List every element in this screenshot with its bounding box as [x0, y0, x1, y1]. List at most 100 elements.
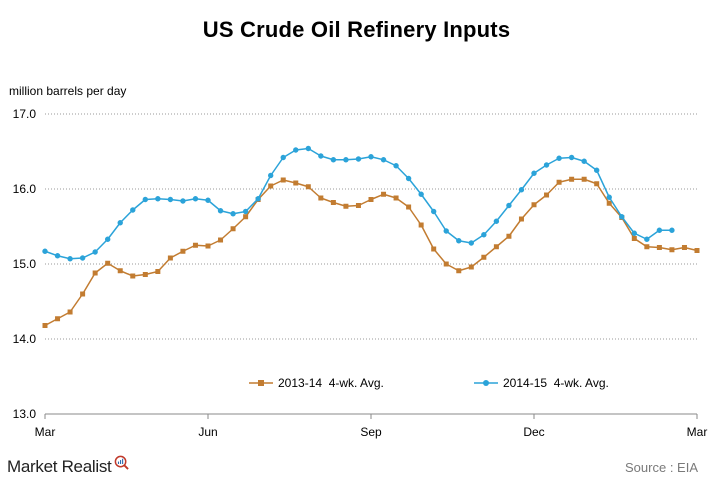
x-tick-label: Sep: [360, 425, 382, 439]
data-point-square: [581, 176, 587, 182]
data-point-circle: [104, 236, 111, 242]
data-point-square: [506, 233, 512, 239]
data-point-circle: [293, 147, 299, 153]
data-point-square: [167, 255, 173, 261]
y-tick-label: 13.0: [13, 407, 37, 421]
data-point-circle: [493, 218, 500, 224]
data-point-circle: [167, 196, 174, 203]
data-point-square: [142, 272, 148, 277]
data-point-circle: [79, 255, 86, 261]
data-point-circle: [581, 158, 587, 164]
data-point-square: [468, 264, 474, 270]
data-point-circle: [543, 162, 550, 168]
data-point-square: [92, 270, 98, 276]
data-point-square: [280, 177, 286, 183]
data-point-square: [694, 248, 700, 253]
data-point-circle: [130, 207, 136, 213]
data-point-circle: [430, 208, 437, 215]
data-point-square: [669, 247, 675, 253]
data-point-circle: [92, 249, 98, 255]
data-point-square: [180, 248, 186, 254]
data-point-circle: [318, 153, 324, 159]
data-point-square: [330, 200, 336, 205]
data-point-square: [531, 202, 537, 208]
data-point-circle: [242, 208, 249, 215]
data-point-square: [268, 183, 274, 189]
data-point-circle: [280, 154, 286, 161]
data-point-square: [243, 214, 249, 220]
data-point-circle: [669, 227, 675, 233]
data-point-circle: [117, 220, 123, 226]
data-point-circle: [380, 157, 387, 163]
data-point-circle: [305, 145, 312, 152]
data-point-circle: [255, 196, 261, 202]
data-point-circle: [180, 198, 186, 204]
data-point-circle: [330, 157, 337, 163]
data-point-square: [569, 176, 575, 182]
data-point-circle: [593, 167, 600, 173]
data-point-circle: [42, 248, 48, 254]
data-point-circle: [355, 156, 362, 162]
data-point-circle: [506, 202, 512, 209]
data-point-square: [105, 260, 111, 266]
data-point-circle: [393, 163, 399, 169]
data-point-circle: [456, 238, 462, 244]
data-point-circle: [556, 155, 562, 161]
data-point-square: [406, 204, 412, 210]
data-point-square: [117, 268, 123, 274]
data-point-circle: [468, 240, 475, 246]
data-point-square: [644, 244, 650, 250]
data-point-circle: [518, 187, 525, 193]
data-point-circle: [343, 157, 349, 163]
data-point-square: [544, 192, 550, 198]
data-point-square: [381, 191, 387, 197]
legend-entry-label: 2013-14 4-wk. Avg.: [278, 376, 384, 390]
legend-marker-circle: [483, 380, 489, 386]
data-point-square: [681, 245, 687, 250]
data-point-square: [368, 197, 374, 202]
data-point-square: [493, 244, 499, 250]
data-point-circle: [405, 175, 412, 182]
data-point-square: [205, 243, 211, 249]
data-point-square: [556, 179, 562, 185]
data-point-circle: [418, 191, 424, 197]
magnifier-logo-icon: [115, 455, 130, 470]
data-point-square: [192, 242, 198, 248]
data-point-square: [518, 216, 524, 222]
data-point-square: [318, 195, 324, 201]
data-point-square: [293, 180, 299, 186]
chart-title: US Crude Oil Refinery Inputs: [202, 17, 511, 42]
brand-name: Market Realist: [7, 457, 112, 476]
data-point-square: [481, 254, 487, 260]
data-point-square: [343, 203, 349, 209]
data-point-square: [230, 226, 236, 232]
data-point-circle: [481, 232, 487, 238]
legend-entry-label: 2014-15 4-wk. Avg.: [503, 376, 609, 390]
data-point-circle: [631, 230, 638, 236]
data-point-square: [456, 268, 462, 274]
data-point-square: [130, 273, 136, 279]
y-tick-label: 17.0: [13, 107, 37, 121]
source-note: Source : EIA: [625, 460, 698, 475]
data-point-square: [305, 184, 311, 190]
x-tick-label: Mar: [687, 425, 708, 439]
y-tick-label: 15.0: [13, 257, 37, 271]
y-tick-label: 14.0: [13, 332, 37, 346]
data-point-circle: [531, 170, 537, 176]
data-point-square: [594, 181, 600, 187]
data-point-circle: [443, 228, 449, 234]
data-point-circle: [619, 214, 625, 220]
x-tick-label: Mar: [35, 425, 56, 439]
data-point-circle: [644, 236, 650, 242]
data-point-circle: [267, 172, 274, 179]
data-point-circle: [230, 211, 236, 217]
brand-logo: Market Realist: [7, 455, 130, 477]
data-point-square: [606, 200, 612, 206]
data-point-square: [55, 316, 61, 322]
data-point-circle: [606, 194, 612, 200]
data-point-circle: [192, 196, 199, 202]
data-point-circle: [368, 154, 374, 160]
data-point-circle: [656, 227, 663, 233]
data-point-circle: [67, 256, 73, 262]
